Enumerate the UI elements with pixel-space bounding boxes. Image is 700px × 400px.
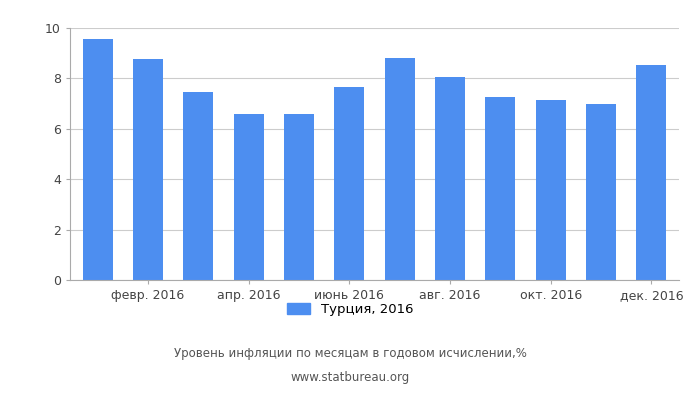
Legend: Турция, 2016: Турция, 2016 (286, 302, 414, 316)
Bar (284, 114, 314, 280)
Bar (334, 88, 365, 280)
Bar (586, 104, 616, 280)
Bar (183, 92, 214, 280)
Text: Уровень инфляции по месяцам в годовом исчислении,%: Уровень инфляции по месяцам в годовом ис… (174, 348, 526, 360)
Bar (133, 59, 163, 280)
Bar (536, 100, 566, 280)
Bar (384, 58, 415, 280)
Bar (485, 96, 515, 280)
Bar (234, 114, 264, 280)
Bar (83, 38, 113, 280)
Bar (435, 77, 465, 280)
Bar (636, 65, 666, 280)
Text: www.statbureau.org: www.statbureau.org (290, 372, 410, 384)
